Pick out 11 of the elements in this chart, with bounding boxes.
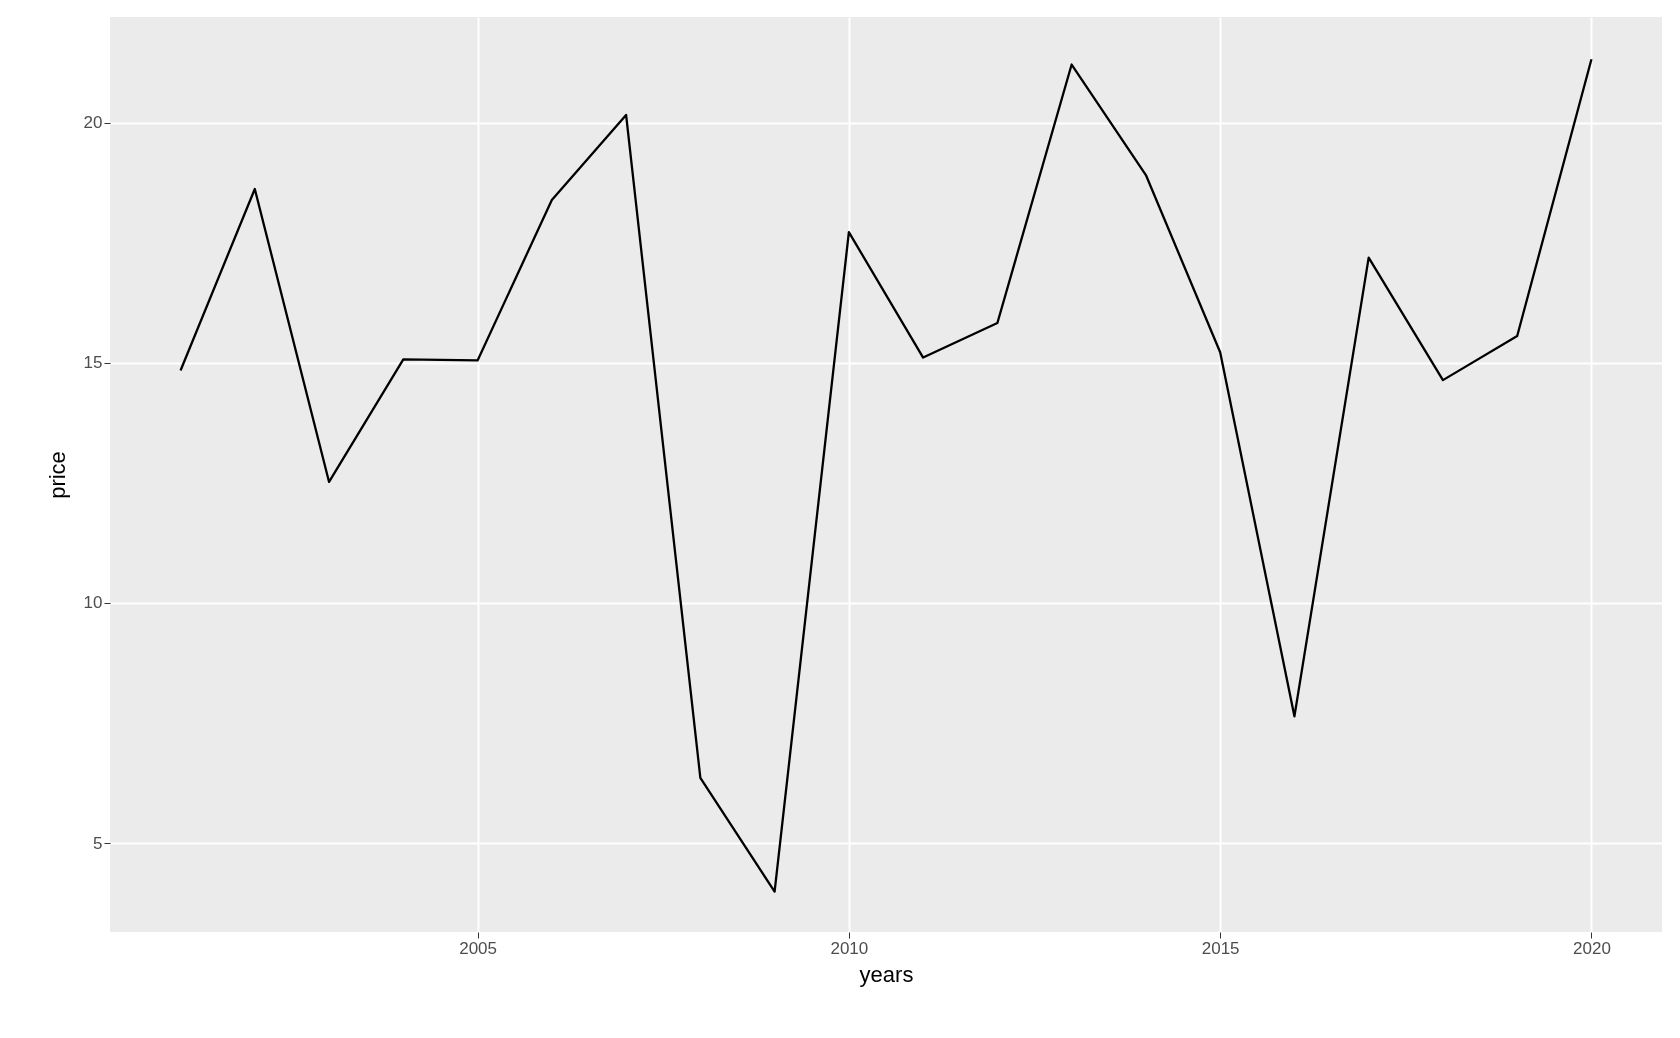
y-tick-label: 5 (93, 833, 103, 853)
line-series (179, 58, 1593, 893)
x-tick-label: 2015 (1201, 938, 1240, 958)
x-axis-title: years (859, 961, 914, 987)
y-axis-title: price (44, 451, 70, 499)
x-tick-label: 2020 (1573, 938, 1611, 958)
y-tick-label: 10 (83, 593, 103, 613)
y-tick-label: 20 (83, 113, 103, 133)
x-tick-label: 2010 (830, 938, 869, 958)
y-tick-label: 15 (83, 353, 103, 373)
x-tick-label: 2005 (459, 938, 497, 958)
